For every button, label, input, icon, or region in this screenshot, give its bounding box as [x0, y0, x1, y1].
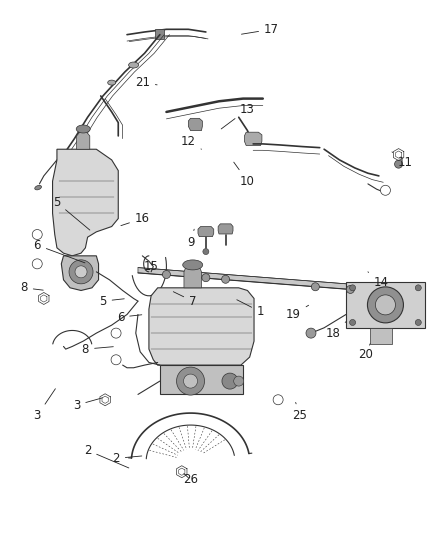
Polygon shape: [155, 29, 164, 39]
Text: 8: 8: [21, 281, 43, 294]
Circle shape: [367, 287, 403, 323]
Text: 3: 3: [73, 398, 102, 411]
Polygon shape: [77, 131, 90, 149]
Circle shape: [75, 266, 87, 278]
Text: 13: 13: [221, 103, 255, 129]
Text: 14: 14: [368, 272, 389, 289]
Ellipse shape: [183, 260, 203, 270]
Circle shape: [202, 273, 210, 282]
Polygon shape: [393, 149, 404, 160]
Circle shape: [346, 285, 354, 294]
Circle shape: [177, 367, 205, 395]
Text: 5: 5: [99, 295, 124, 308]
Polygon shape: [177, 466, 187, 478]
Polygon shape: [184, 266, 201, 288]
Text: 10: 10: [234, 162, 255, 188]
Text: 11: 11: [392, 152, 413, 169]
Circle shape: [222, 373, 238, 389]
Circle shape: [111, 355, 121, 365]
Circle shape: [273, 395, 283, 405]
Text: 1: 1: [237, 300, 265, 318]
Ellipse shape: [35, 185, 42, 190]
Polygon shape: [188, 118, 202, 131]
Polygon shape: [53, 149, 118, 256]
Text: 18: 18: [325, 321, 346, 340]
Text: 5: 5: [53, 196, 90, 230]
Text: 20: 20: [358, 344, 373, 361]
Ellipse shape: [129, 62, 138, 68]
Text: 16: 16: [121, 212, 150, 225]
Circle shape: [69, 260, 93, 284]
Text: 26: 26: [183, 473, 198, 486]
Circle shape: [203, 248, 209, 255]
Circle shape: [375, 295, 396, 315]
Text: 19: 19: [286, 305, 309, 321]
Polygon shape: [61, 256, 99, 290]
Polygon shape: [370, 328, 392, 344]
Text: 17: 17: [241, 23, 279, 36]
Text: 12: 12: [181, 135, 201, 149]
Circle shape: [32, 230, 42, 239]
Circle shape: [350, 319, 356, 326]
Text: 21: 21: [135, 76, 157, 89]
Text: 8: 8: [82, 343, 113, 356]
Polygon shape: [100, 394, 110, 406]
Polygon shape: [149, 288, 254, 365]
Text: 2: 2: [112, 452, 142, 465]
Text: 6: 6: [33, 239, 85, 263]
Text: 7: 7: [173, 292, 197, 308]
Ellipse shape: [108, 80, 116, 85]
Text: 25: 25: [293, 402, 307, 422]
Polygon shape: [198, 227, 214, 237]
Circle shape: [350, 285, 356, 291]
Circle shape: [415, 319, 421, 326]
Circle shape: [381, 185, 390, 195]
Circle shape: [306, 328, 316, 338]
Text: 2: 2: [84, 444, 129, 468]
Circle shape: [311, 282, 319, 291]
Circle shape: [222, 275, 230, 284]
Text: 15: 15: [144, 260, 159, 273]
Circle shape: [415, 285, 421, 291]
Polygon shape: [244, 132, 262, 146]
Circle shape: [32, 259, 42, 269]
Text: 3: 3: [34, 389, 55, 422]
Polygon shape: [346, 282, 425, 328]
Polygon shape: [218, 224, 233, 234]
Text: 6: 6: [117, 311, 142, 324]
Circle shape: [234, 376, 244, 386]
Polygon shape: [160, 365, 243, 394]
Circle shape: [184, 374, 198, 388]
Polygon shape: [138, 268, 364, 290]
Ellipse shape: [76, 125, 90, 133]
Circle shape: [111, 328, 121, 338]
Text: 9: 9: [187, 229, 194, 249]
Circle shape: [162, 270, 170, 279]
Circle shape: [395, 160, 403, 168]
Polygon shape: [39, 293, 49, 304]
